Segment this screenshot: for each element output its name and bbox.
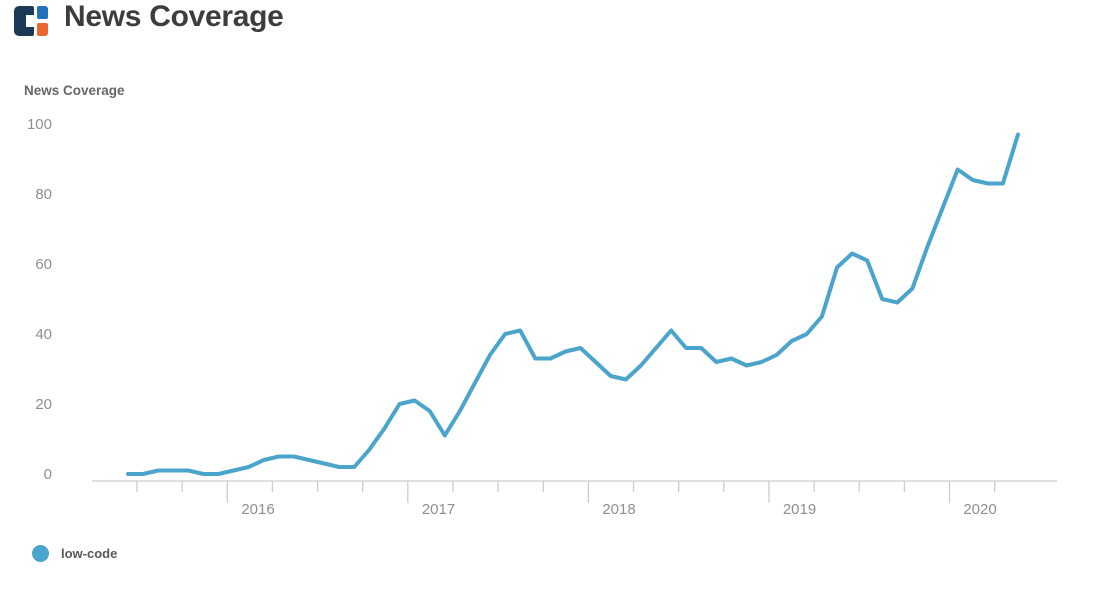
y-tick-label: 0 [44,466,52,483]
page-title: News Coverage [64,0,284,33]
x-tick-label-2019: 2019 [783,501,816,518]
y-tick-label: 80 [35,186,52,203]
y-tick-label: 100 [27,116,52,133]
x-tick-label-2016: 2016 [241,501,274,518]
logo-orange-square [37,23,48,36]
series-line-low-code [126,132,1020,476]
y-tick-label: 60 [35,256,52,273]
x-tick-label-2018: 2018 [602,501,635,518]
y-tick-label: 20 [35,396,52,413]
legend-item-low-code[interactable]: low-code [32,545,117,562]
legend-label: low-code [61,546,118,561]
y-axis-title: News Coverage [24,83,125,98]
y-tick-label: 40 [35,326,52,343]
logo-blue-square [37,6,48,19]
cb-insights-logo [14,6,48,36]
logo-c-shape [14,6,34,36]
x-tick-label-2020: 2020 [963,501,996,518]
logo-notch [26,15,34,27]
x-tick-label-2017: 2017 [422,501,455,518]
legend-marker [32,545,49,562]
